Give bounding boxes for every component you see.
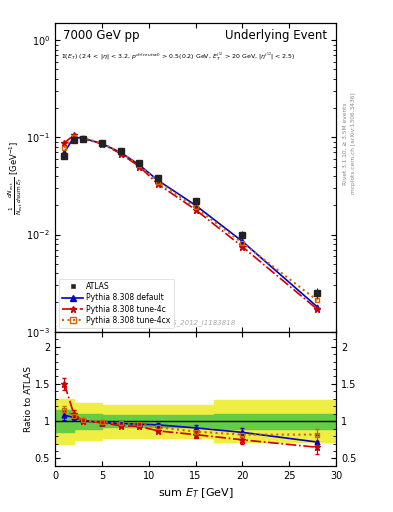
Text: Underlying Event: Underlying Event	[226, 29, 328, 42]
Y-axis label: $\frac{1}{N_\mathrm{evt}}\frac{dN_\mathrm{evt}}{d\,\mathrm{sum}\,E_T}$ [GeV$^{-1: $\frac{1}{N_\mathrm{evt}}\frac{dN_\mathr…	[6, 140, 25, 215]
Text: mcplots.cern.ch [arXiv:1306.3436]: mcplots.cern.ch [arXiv:1306.3436]	[351, 93, 356, 194]
Text: Rivet 3.1.10, ≥ 3.5M events: Rivet 3.1.10, ≥ 3.5M events	[343, 102, 348, 185]
Text: ATLAS_2012_I1183818: ATLAS_2012_I1183818	[155, 319, 236, 326]
Text: $\Sigma(E_T)$ (2.4 < $|\eta|$ < 3.2, $p^{ch(neutral)}$ > 0.5(0.2) GeV, $E_T^{l^{: $\Sigma(E_T)$ (2.4 < $|\eta|$ < 3.2, $p^…	[61, 51, 295, 63]
Text: 7000 GeV pp: 7000 GeV pp	[63, 29, 140, 42]
X-axis label: sum $E_T$ [GeV]: sum $E_T$ [GeV]	[158, 486, 233, 500]
Legend: ATLAS, Pythia 8.308 default, Pythia 8.308 tune-4c, Pythia 8.308 tune-4cx: ATLAS, Pythia 8.308 default, Pythia 8.30…	[59, 279, 174, 328]
Y-axis label: Ratio to ATLAS: Ratio to ATLAS	[24, 366, 33, 432]
